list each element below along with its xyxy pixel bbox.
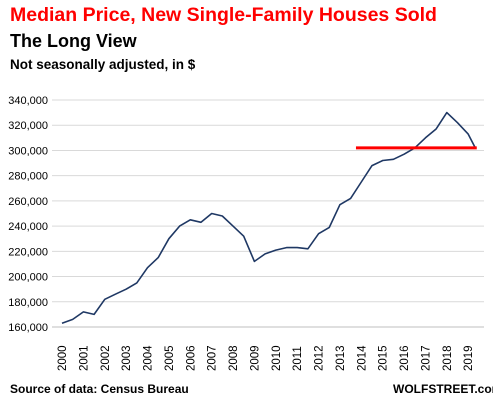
x-tick-label: 2001	[78, 345, 90, 371]
wolfstreet-credit: WOLFSTREET.com	[393, 382, 493, 396]
chart-title: Median Price, New Single-Family Houses S…	[10, 4, 437, 26]
chart-subtitle: The Long View	[10, 31, 137, 51]
y-tick-label: 300,000	[8, 145, 48, 157]
y-tick-label: 320,000	[8, 120, 48, 132]
y-tick-label: 340,000	[8, 95, 48, 107]
x-tick-label: 2018	[442, 345, 454, 371]
x-tick-label: 2007	[207, 345, 219, 371]
x-tick-label: 2010	[271, 345, 283, 371]
x-tick-label: 2005	[164, 345, 176, 371]
x-tick-label: 2006	[185, 345, 197, 371]
x-tick-label: 2013	[335, 345, 347, 371]
data-source-note: Source of data: Census Bureau	[10, 382, 189, 396]
x-tick-label: 2009	[249, 345, 261, 371]
x-tick-label: 2016	[399, 345, 411, 371]
x-tick-label: 2000	[57, 345, 69, 371]
median-price-series-line	[61, 111, 477, 324]
y-tick-label: 200,000	[8, 272, 48, 284]
x-tick-label: 2011	[292, 346, 304, 371]
x-tick-label: 2015	[378, 345, 390, 371]
x-tick-label: 2008	[228, 345, 240, 371]
y-tick-label: 180,000	[8, 297, 48, 309]
y-tick-label: 280,000	[8, 171, 48, 183]
x-tick-label: 2017	[420, 345, 432, 371]
y-tick-label: 160,000	[8, 322, 48, 334]
x-tick-label: 2002	[100, 345, 112, 371]
x-tick-label: 2004	[143, 345, 155, 371]
y-tick-label: 260,000	[8, 196, 48, 208]
x-tick-label: 2003	[121, 345, 133, 371]
x-tick-label: 2012	[314, 345, 326, 371]
y-tick-label: 220,000	[8, 246, 48, 258]
chart-note: Not seasonally adjusted, in $	[10, 57, 196, 72]
y-tick-label: 240,000	[8, 221, 48, 233]
x-tick-label: 2019	[463, 345, 475, 371]
x-tick-label: 2014	[356, 345, 368, 371]
